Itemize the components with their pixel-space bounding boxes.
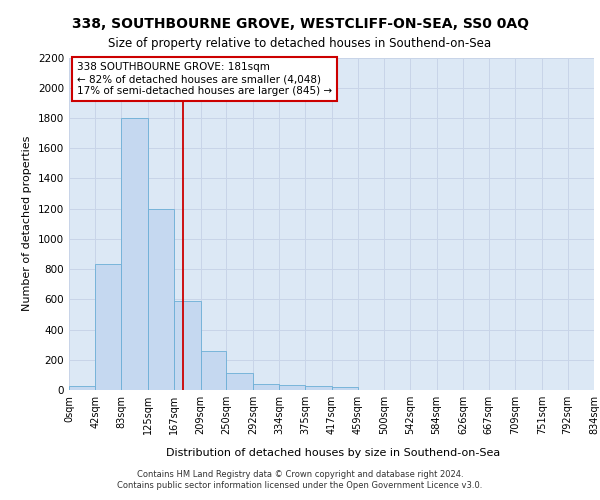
- Y-axis label: Number of detached properties: Number of detached properties: [22, 136, 32, 312]
- Bar: [279, 384, 305, 390]
- Bar: [121, 118, 148, 390]
- Text: 338, SOUTHBOURNE GROVE, WESTCLIFF-ON-SEA, SS0 0AQ: 338, SOUTHBOURNE GROVE, WESTCLIFF-ON-SEA…: [71, 18, 529, 32]
- Text: Contains HM Land Registry data © Crown copyright and database right 2024.: Contains HM Land Registry data © Crown c…: [137, 470, 463, 479]
- Text: 338 SOUTHBOURNE GROVE: 181sqm
← 82% of detached houses are smaller (4,048)
17% o: 338 SOUTHBOURNE GROVE: 181sqm ← 82% of d…: [77, 62, 332, 96]
- Text: Distribution of detached houses by size in Southend-on-Sea: Distribution of detached houses by size …: [166, 448, 500, 458]
- Bar: [95, 264, 121, 390]
- Text: Contains public sector information licensed under the Open Government Licence v3: Contains public sector information licen…: [118, 481, 482, 490]
- Text: Size of property relative to detached houses in Southend-on-Sea: Size of property relative to detached ho…: [109, 38, 491, 51]
- Bar: [174, 301, 200, 390]
- Bar: [253, 384, 279, 390]
- Bar: [331, 387, 358, 390]
- Bar: [305, 386, 331, 390]
- Bar: [148, 208, 174, 390]
- Bar: [226, 372, 253, 390]
- Bar: [200, 352, 226, 390]
- Bar: [69, 386, 95, 390]
